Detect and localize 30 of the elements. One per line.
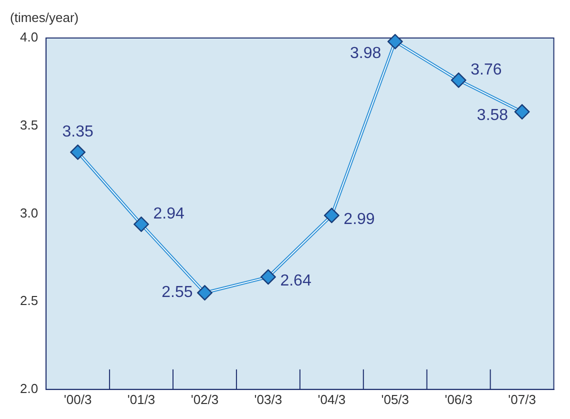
x-tick-label: '05/3 (381, 392, 410, 407)
point (134, 216, 149, 232)
y-tick-label: 3.5 (20, 117, 38, 132)
x-tick-label: '01/3 (127, 392, 156, 407)
x-tick-label: '04/3 (318, 392, 346, 407)
x-tick-label: '03/3 (254, 392, 282, 407)
y-tick-label: 4.0 (20, 30, 38, 45)
point (514, 104, 530, 120)
point (451, 72, 466, 88)
point (324, 208, 340, 224)
data-label: 3.58 (476, 107, 508, 124)
data-label: 2.55 (162, 284, 193, 302)
x-tick-label: '07/3 (508, 392, 536, 407)
y-axis-title: (times/year) (10, 10, 79, 26)
data-label: 2.64 (280, 272, 312, 290)
data-label: 3.98 (350, 44, 382, 62)
y-tick-label: 2.5 (20, 293, 38, 308)
x-tick-label: '06/3 (444, 392, 472, 407)
data-label: 2.99 (344, 210, 375, 228)
point (388, 34, 403, 50)
point (260, 269, 276, 285)
y-tick-label: 3.0 (20, 205, 38, 220)
data-label: 3.76 (470, 62, 502, 79)
point (70, 144, 86, 160)
data-label: 3.35 (62, 124, 94, 141)
x-tick-label: '00/3 (64, 392, 92, 407)
y-tick-label: 2.0 (20, 380, 38, 396)
point (197, 285, 212, 300)
data-label: 2.94 (153, 206, 185, 223)
x-tick-label: '02/3 (190, 392, 219, 407)
